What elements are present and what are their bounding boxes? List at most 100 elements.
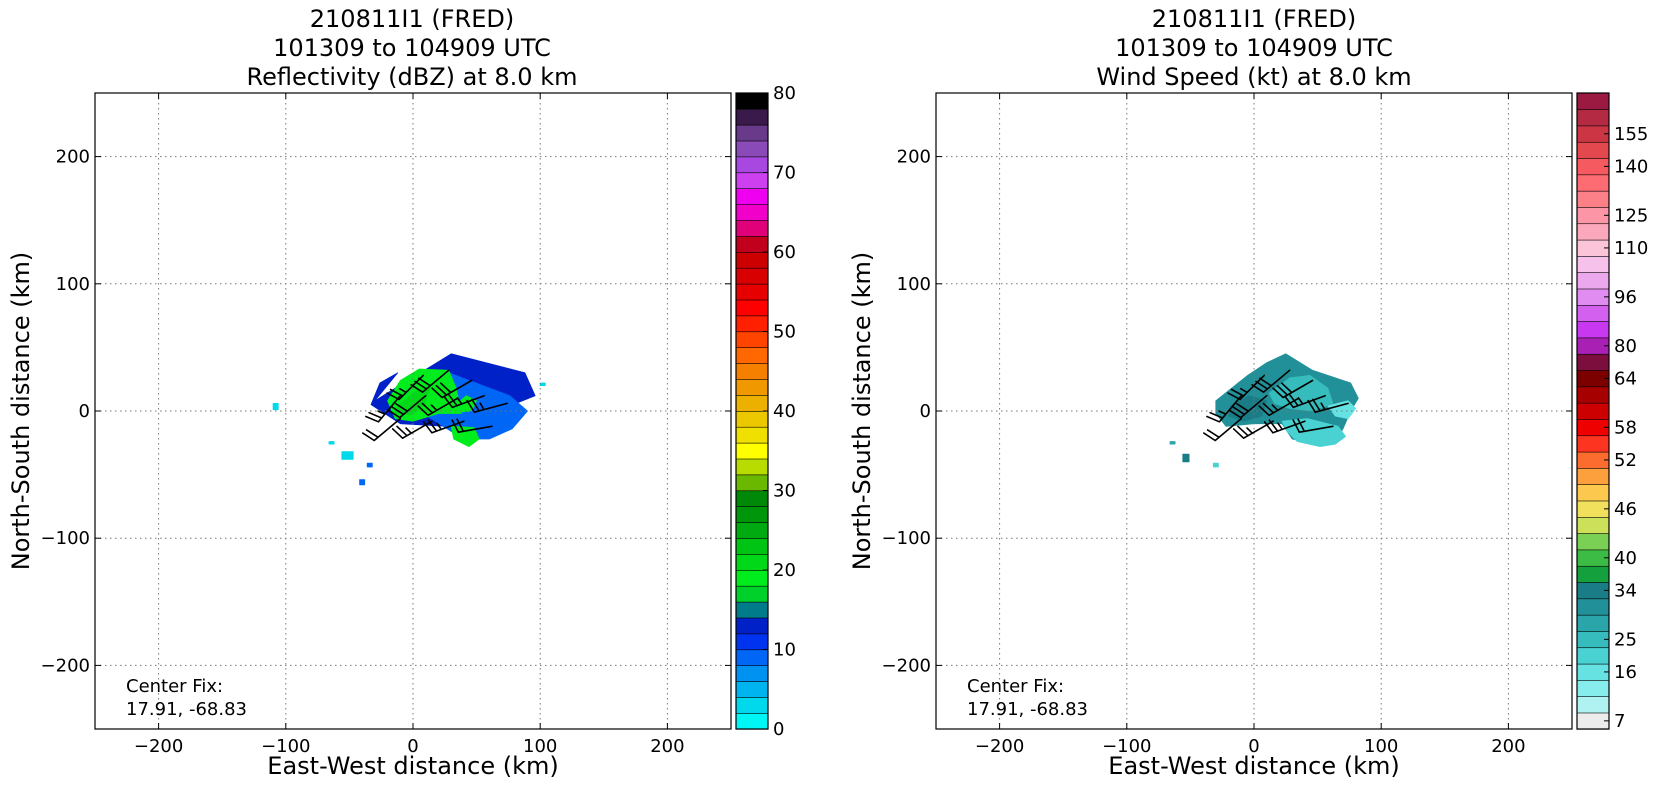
colorbar-segment	[735, 537, 769, 555]
echo-region-6	[272, 402, 279, 411]
y-tick-label: 100	[56, 274, 90, 295]
colorbar-label: 16	[1614, 662, 1637, 683]
colorbar-segment	[735, 410, 769, 428]
colorbar-segment	[735, 474, 769, 492]
colorbar-segment	[1576, 614, 1610, 632]
wind-barb-4	[1228, 394, 1268, 419]
colorbar-segment	[1576, 353, 1610, 371]
wind-barb-4	[387, 394, 427, 419]
wind-barb-layer	[362, 369, 508, 442]
colorbar-segment	[735, 601, 769, 619]
colorbar-segment	[1576, 516, 1610, 534]
colorbar-label: 125	[1614, 205, 1648, 226]
colorbar-segment	[735, 124, 769, 142]
wind-barb-9	[391, 420, 433, 439]
colorbar-label: 50	[773, 322, 796, 343]
y-tick-label: 200	[897, 147, 931, 168]
title-line-1: 210811I1 (FRED)	[1152, 5, 1356, 33]
echo-region-7	[341, 451, 354, 460]
y-tick-label: 0	[920, 401, 931, 422]
y-tick-label: 0	[79, 401, 90, 422]
wind-barb-layer	[1203, 369, 1349, 442]
center-fix-label: Center Fix:	[967, 676, 1064, 697]
wind-barb-11	[451, 418, 493, 433]
colorbar-segment	[735, 712, 769, 730]
colorbar-segment	[735, 680, 769, 698]
y-axis-label: North-South distance (km)	[848, 252, 876, 571]
wind-barb-0	[1227, 374, 1265, 401]
colorbar-label: 52	[1614, 450, 1637, 471]
colorbar-segment	[735, 458, 769, 476]
colorbar-segment	[735, 553, 769, 571]
colorbar-label: 80	[1614, 336, 1637, 357]
colorbar-segment	[735, 362, 769, 380]
title-line-2: 101309 to 104909 UTC	[273, 34, 551, 62]
center-fix-value: 17.91, -68.83	[967, 699, 1088, 720]
colorbar-segment	[1576, 190, 1610, 208]
colorbar-segment	[1576, 533, 1610, 551]
y-tick-label: −100	[882, 528, 931, 549]
wind-barb-7	[1307, 398, 1349, 413]
colorbar-segment	[735, 92, 769, 110]
center-fix-value: 17.91, -68.83	[126, 699, 247, 720]
data-layer	[272, 353, 546, 486]
colorbar-segment	[735, 649, 769, 667]
colorbar: 0 10 20 30 40 50 60 70 80	[735, 83, 796, 740]
colorbar-label: 7	[1614, 711, 1625, 732]
colorbar-segment	[735, 490, 769, 508]
colorbar-label: 25	[1614, 629, 1637, 650]
colorbar-label: 0	[773, 719, 784, 740]
wind-barb-3	[1206, 394, 1243, 423]
echo-region-3	[1268, 374, 1334, 412]
colorbar-segment	[735, 696, 769, 714]
colorbar-label: 64	[1614, 368, 1637, 389]
colorbar-segment	[735, 426, 769, 444]
colorbar-segment	[1576, 484, 1610, 502]
x-tick-label: 200	[650, 736, 684, 757]
wind-barb-11	[1292, 418, 1334, 433]
colorbar-frame	[1576, 92, 1610, 730]
x-tick-label: 200	[1491, 736, 1525, 757]
echo-region-10	[359, 479, 366, 486]
colorbar-segment	[735, 251, 769, 269]
colorbar-segment	[1576, 386, 1610, 404]
colorbar-segment	[735, 347, 769, 364]
colorbar-segment	[735, 331, 769, 349]
colorbar-segment	[1576, 696, 1610, 714]
colorbar-segment	[735, 140, 769, 158]
colorbar-segment	[735, 188, 769, 205]
wind-barb-8	[1203, 417, 1243, 442]
colorbar-segment	[1576, 679, 1610, 697]
colorbar-segment	[735, 299, 769, 317]
colorbar-label: 30	[773, 481, 796, 502]
wind-barb-2	[431, 379, 473, 399]
colorbar-segment	[735, 235, 769, 253]
wind-barb-1	[1251, 369, 1291, 393]
echo-region-5	[1169, 441, 1176, 445]
wind-barb-9	[1232, 420, 1274, 439]
colorbar-segment	[735, 156, 769, 174]
colorbar-segment	[735, 617, 769, 635]
reflectivity-panel: 210811I1 (FRED) 101309 to 104909 UTC Ref…	[7, 5, 796, 780]
wind-barb-5	[1258, 397, 1300, 417]
echo-region-11	[539, 382, 546, 387]
colorbar-segment	[1576, 141, 1610, 159]
wind-barb-0	[386, 374, 424, 401]
tick-layer: −200 −100 0 100 200 −200 −100 0 100 200	[41, 93, 731, 757]
y-axis-label: North-South distance (km)	[7, 252, 35, 571]
x-tick-label: −100	[1102, 736, 1151, 757]
colorbar-label: 34	[1614, 580, 1637, 601]
colorbar-segment	[735, 219, 769, 237]
wind-barb-7	[466, 398, 508, 413]
colorbar-segment	[1576, 647, 1610, 665]
wind-speed-panel: 210811I1 (FRED) 101309 to 104909 UTC Win…	[848, 5, 1648, 780]
x-tick-label: 100	[523, 736, 557, 757]
echo-region-7	[1212, 462, 1219, 468]
colorbar-segment	[735, 378, 769, 396]
wind-barb-1	[410, 369, 450, 393]
colorbar-segment	[735, 521, 769, 539]
colorbar-segment	[735, 665, 769, 682]
colorbar-segment	[1576, 467, 1610, 485]
title-line-2: 101309 to 104909 UTC	[1115, 34, 1393, 62]
title-line-3: Wind Speed (kt) at 8.0 km	[1096, 63, 1411, 91]
